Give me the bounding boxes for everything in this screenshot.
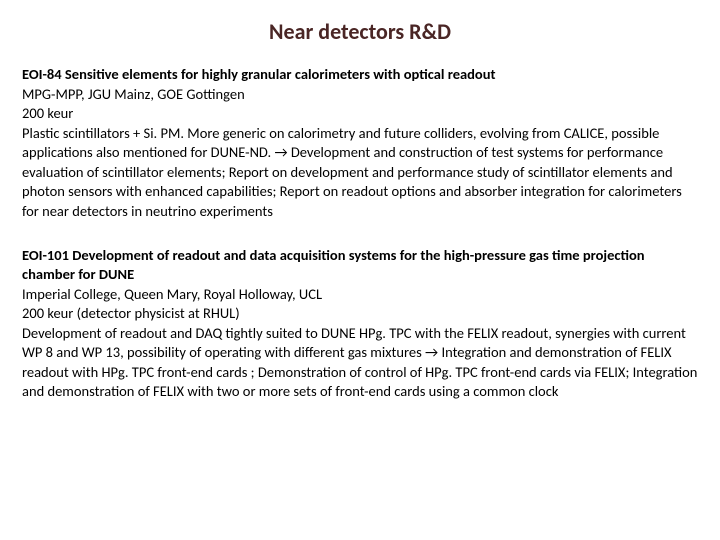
section-description: Plastic scintillators + Si. PM. More gen…	[22, 124, 698, 222]
section-eoi84: EOI-84 Sensitive elements for highly gra…	[22, 65, 698, 222]
section-heading: EOI-101 Development of readout and data …	[22, 246, 698, 285]
section-heading: EOI-84 Sensitive elements for highly gra…	[22, 65, 698, 85]
section-eoi101: EOI-101 Development of readout and data …	[22, 246, 698, 403]
section-institutions: Imperial College, Queen Mary, Royal Holl…	[22, 285, 698, 305]
section-budget: 200 keur (detector physicist at RHUL)	[22, 304, 698, 324]
section-institutions: MPG-MPP, JGU Mainz, GOE Gottingen	[22, 85, 698, 105]
page-title: Near detectors R&D	[22, 18, 698, 45]
section-description: Development of readout and DAQ tightly s…	[22, 324, 698, 402]
section-budget: 200 keur	[22, 104, 698, 124]
